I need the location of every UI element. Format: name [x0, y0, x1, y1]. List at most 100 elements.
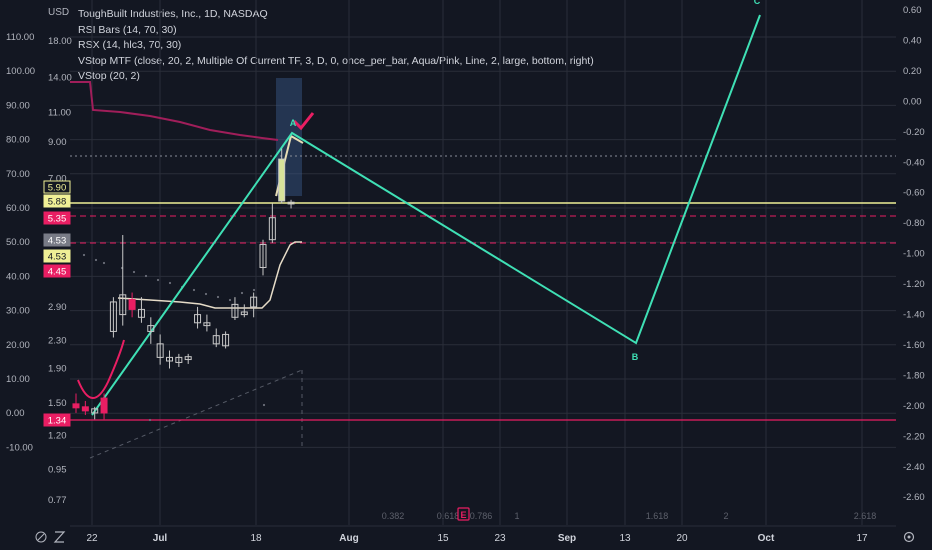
- legend-vstop[interactable]: VStop (20, 2): [78, 70, 140, 82]
- candle[interactable]: [287, 199, 295, 209]
- right-tick-label: 0.20: [903, 66, 922, 77]
- candle[interactable]: [278, 148, 286, 204]
- left-outer-tick-label: 10.00: [6, 374, 30, 385]
- price-tag-label: 5.90: [48, 183, 67, 194]
- candle[interactable]: [109, 297, 117, 338]
- left-outer-tick-label: 50.00: [6, 237, 30, 248]
- drawing-tools-icon[interactable]: [35, 531, 47, 543]
- candle[interactable]: [212, 328, 220, 348]
- candle[interactable]: [231, 297, 239, 321]
- settings-icon[interactable]: [903, 531, 915, 543]
- left-outer-tick-label: 110.00: [6, 32, 34, 43]
- candle[interactable]: [100, 393, 108, 420]
- stop-dot: [204, 292, 208, 296]
- candle[interactable]: [166, 350, 173, 369]
- right-tick-label: -0.80: [903, 218, 925, 229]
- x-tick-label: 13: [619, 533, 631, 544]
- static-drawings: [70, 14, 896, 459]
- candle[interactable]: [147, 317, 155, 344]
- right-tick-label: -0.60: [903, 188, 925, 199]
- wave-label-b: B: [632, 352, 639, 362]
- legend-rsi-bars[interactable]: RSI Bars (14, 70, 30): [78, 23, 177, 36]
- candle[interactable]: [81, 400, 89, 416]
- right-tick-label: -0.20: [903, 127, 925, 138]
- fib-label: 0.786: [470, 511, 493, 521]
- rsi-curve: [77, 339, 125, 399]
- x-tick-label: Sep: [558, 533, 576, 544]
- candle[interactable]: [175, 353, 183, 367]
- chart-legend: ToughBuilt Industries, Inc., 1D, NASDAQ …: [78, 7, 594, 85]
- x-tick-label: Jul: [153, 533, 168, 544]
- left-outer-tick-label: -10.00: [6, 442, 33, 453]
- stop-dot: [102, 261, 106, 265]
- x-tick-label: 17: [856, 533, 868, 544]
- candle[interactable]: [259, 239, 267, 276]
- stop-dots: [82, 253, 266, 422]
- candle[interactable]: [268, 203, 276, 243]
- event-marker[interactable]: E: [457, 507, 470, 521]
- left-price-tick-label: 14.00: [48, 73, 72, 84]
- candle[interactable]: [194, 306, 202, 329]
- stop-dot: [148, 418, 152, 422]
- price-tag: 5.35: [43, 211, 71, 225]
- stop-dot: [240, 291, 244, 295]
- stop-dot: [132, 270, 136, 274]
- zoom-icon[interactable]: [53, 531, 66, 543]
- right-tick-label: -1.80: [903, 370, 925, 381]
- price-tag: 4.53: [43, 249, 71, 263]
- right-tick-label: -2.60: [903, 492, 925, 503]
- candle[interactable]: [119, 235, 127, 326]
- fib-label: 0.382: [382, 511, 405, 521]
- left-outer-tick-label: 80.00: [6, 135, 30, 146]
- right-tick-label: -1.60: [903, 340, 925, 351]
- stop-dot: [262, 403, 266, 407]
- price-tag: 4.45: [43, 264, 71, 278]
- candle[interactable]: [91, 406, 99, 420]
- stop-dot: [144, 274, 148, 278]
- x-tick-label: 18: [250, 533, 262, 544]
- left-outer-tick-label: 100.00: [6, 66, 35, 77]
- legend-vstop-mtf[interactable]: VStop MTF (close, 20, 2, Multiple Of Cur…: [78, 54, 594, 67]
- fib-label: 1: [514, 511, 519, 521]
- left-price-tick-label: 1.90: [48, 363, 67, 374]
- left-outer-tick-label: 60.00: [6, 203, 30, 214]
- wave-label-c: C: [754, 0, 761, 6]
- left-outer-tick-label: 40.00: [6, 271, 30, 282]
- zigzag-wave: [91, 14, 761, 416]
- left-price-tick-label: 2.30: [48, 336, 67, 347]
- right-tick-label: -1.40: [903, 310, 925, 321]
- left-outer-tick-label: 90.00: [6, 100, 30, 111]
- stop-dot: [192, 288, 196, 292]
- legend-rsx[interactable]: RSX (14, hlc3, 70, 30): [78, 39, 182, 51]
- price-tag-label: 1.34: [48, 416, 67, 427]
- left-price-tick-label: 1.50: [48, 398, 67, 409]
- candle[interactable]: [156, 334, 164, 365]
- candle[interactable]: [184, 353, 192, 364]
- price-tag: 5.88: [43, 194, 71, 208]
- candle[interactable]: [72, 393, 80, 413]
- dashed-projection-line: [89, 369, 303, 459]
- price-tag-label: 4.53: [48, 236, 67, 247]
- candle[interactable]: [203, 314, 211, 332]
- currency-label: USD: [48, 7, 70, 18]
- x-tick-label: 23: [494, 533, 506, 544]
- candle[interactable]: [250, 292, 258, 318]
- price-tags: 5.90 5.88 5.35 4.53 4.53 4.45 1.34: [43, 180, 71, 427]
- price-tag-label: 4.45: [48, 267, 67, 278]
- candle[interactable]: [137, 297, 145, 323]
- right-tick-label: -2.40: [903, 462, 925, 473]
- left-price-tick-label: 9.00: [48, 137, 67, 148]
- corner-icons: [35, 531, 915, 543]
- x-tick-label: Aug: [339, 533, 358, 544]
- candle[interactable]: [240, 304, 248, 318]
- left-outer-tick-label: 20.00: [6, 340, 30, 351]
- candle[interactable]: [222, 331, 230, 349]
- right-tick-label: -0.40: [903, 157, 925, 168]
- fib-label: 2: [723, 511, 728, 521]
- legend-title[interactable]: ToughBuilt Industries, Inc., 1D, NASDAQ: [78, 8, 268, 20]
- right-tick-label: 0.40: [903, 35, 922, 46]
- chart-labels: 110.00100.0090.0080.0070.0060.0050.0040.…: [6, 0, 925, 544]
- left-outer-tick-label: 30.00: [6, 306, 30, 317]
- candle[interactable]: [128, 292, 136, 318]
